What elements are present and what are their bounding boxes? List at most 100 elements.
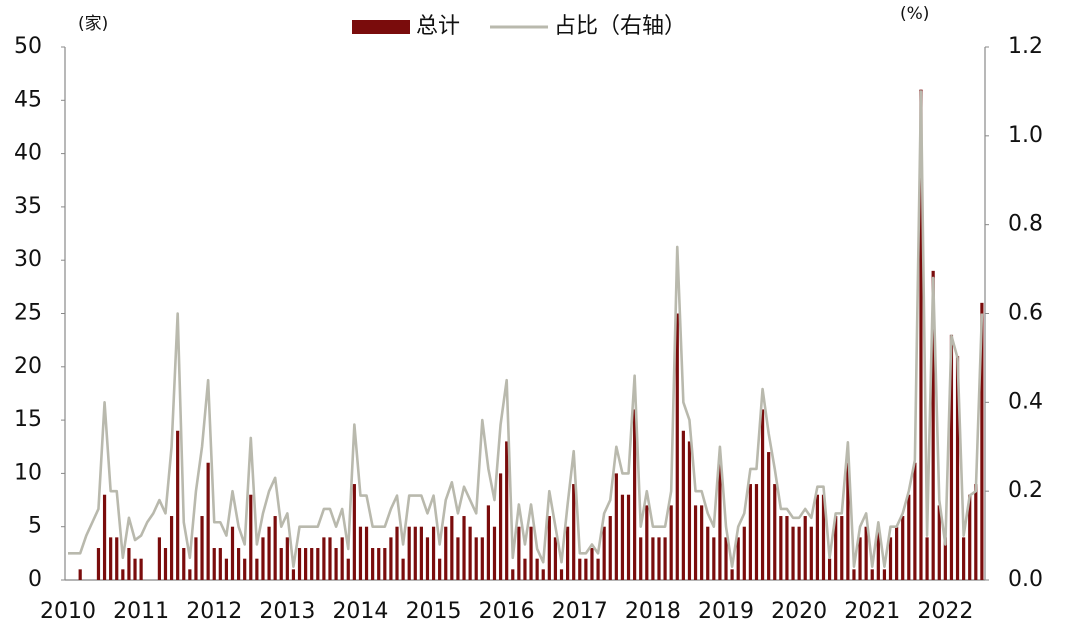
line — [68, 90, 984, 568]
bar — [754, 484, 759, 580]
x-tick-label: 2016 — [479, 599, 535, 624]
bar — [767, 452, 771, 580]
bar — [352, 484, 356, 580]
bar — [620, 494, 625, 580]
bar — [803, 516, 807, 580]
bar — [474, 537, 478, 580]
x-tick-label: 2012 — [186, 599, 242, 624]
bar — [389, 537, 393, 580]
bar — [139, 558, 143, 580]
bar — [706, 526, 710, 580]
bar — [809, 526, 813, 580]
x-tick-label: 2021 — [844, 599, 900, 624]
bar — [358, 526, 363, 580]
y-tick-label: 15 — [14, 407, 42, 432]
bar — [249, 494, 253, 580]
bar — [224, 558, 229, 580]
bar — [127, 548, 131, 580]
y-tick-label: 35 — [14, 194, 42, 219]
y2-tick-label: 0.8 — [1008, 212, 1043, 237]
bar — [529, 526, 533, 580]
bar — [371, 548, 375, 580]
bar — [864, 526, 868, 580]
bar — [742, 526, 746, 580]
bar — [109, 537, 113, 580]
bar — [480, 537, 484, 580]
bar — [176, 430, 180, 580]
bar — [566, 526, 570, 580]
bar — [212, 548, 216, 580]
bar — [456, 537, 460, 580]
bar — [876, 526, 880, 580]
y-tick-label: 0 — [28, 567, 42, 592]
bar — [718, 462, 722, 580]
bar — [541, 569, 545, 580]
y2-tick-label: 0.4 — [1008, 389, 1043, 414]
bar — [364, 526, 369, 580]
bar — [425, 537, 430, 580]
bar — [888, 537, 893, 580]
y-tick-label: 10 — [14, 460, 42, 485]
x-tick-label: 2018 — [625, 599, 681, 624]
bar — [785, 516, 789, 580]
bar — [346, 558, 350, 580]
bar — [602, 526, 606, 580]
bar — [230, 526, 235, 580]
bar — [907, 494, 911, 580]
x-tick-label: 2015 — [406, 599, 462, 624]
bar — [206, 462, 210, 580]
bar — [553, 537, 558, 580]
bar — [413, 526, 417, 580]
bar — [492, 526, 497, 580]
bar — [395, 526, 399, 580]
bar — [931, 270, 935, 580]
bar — [645, 505, 649, 580]
bar — [797, 526, 801, 580]
x-tick-label: 2022 — [917, 599, 973, 624]
bar — [901, 516, 905, 580]
bar — [517, 526, 521, 580]
bar — [724, 537, 728, 580]
bar — [559, 569, 564, 580]
bar — [779, 516, 783, 580]
bar — [791, 526, 795, 580]
bar — [693, 505, 698, 580]
bar — [340, 537, 344, 580]
legend-label: 总计 — [416, 14, 460, 39]
bar — [846, 462, 850, 580]
bar — [121, 569, 125, 580]
bar — [687, 441, 692, 580]
bar — [243, 558, 247, 580]
bar — [736, 537, 740, 580]
bar — [310, 548, 314, 580]
bar — [895, 526, 899, 580]
bar — [614, 473, 618, 580]
y-tick-label: 40 — [14, 141, 42, 166]
bar — [633, 409, 637, 580]
bar — [834, 516, 838, 580]
bar — [730, 569, 734, 580]
bar — [383, 548, 387, 580]
bar — [925, 537, 929, 580]
bar — [273, 516, 277, 580]
bar — [626, 494, 631, 580]
bar — [163, 548, 168, 580]
bar — [328, 537, 332, 580]
bar — [955, 356, 960, 580]
bar — [194, 537, 198, 580]
bar — [657, 537, 661, 580]
bar — [712, 537, 716, 580]
bar — [596, 558, 600, 580]
bar — [431, 526, 436, 580]
bar — [291, 569, 296, 580]
bar — [535, 558, 539, 580]
bar — [267, 526, 271, 580]
bar — [937, 505, 941, 580]
legend-swatch — [352, 20, 410, 34]
bar — [882, 569, 887, 580]
legend-label: 占比（右轴） — [554, 14, 686, 39]
bar — [919, 89, 923, 580]
x-tick-label: 2013 — [259, 599, 315, 624]
y-tick-label: 20 — [14, 354, 42, 379]
bar — [870, 569, 874, 580]
